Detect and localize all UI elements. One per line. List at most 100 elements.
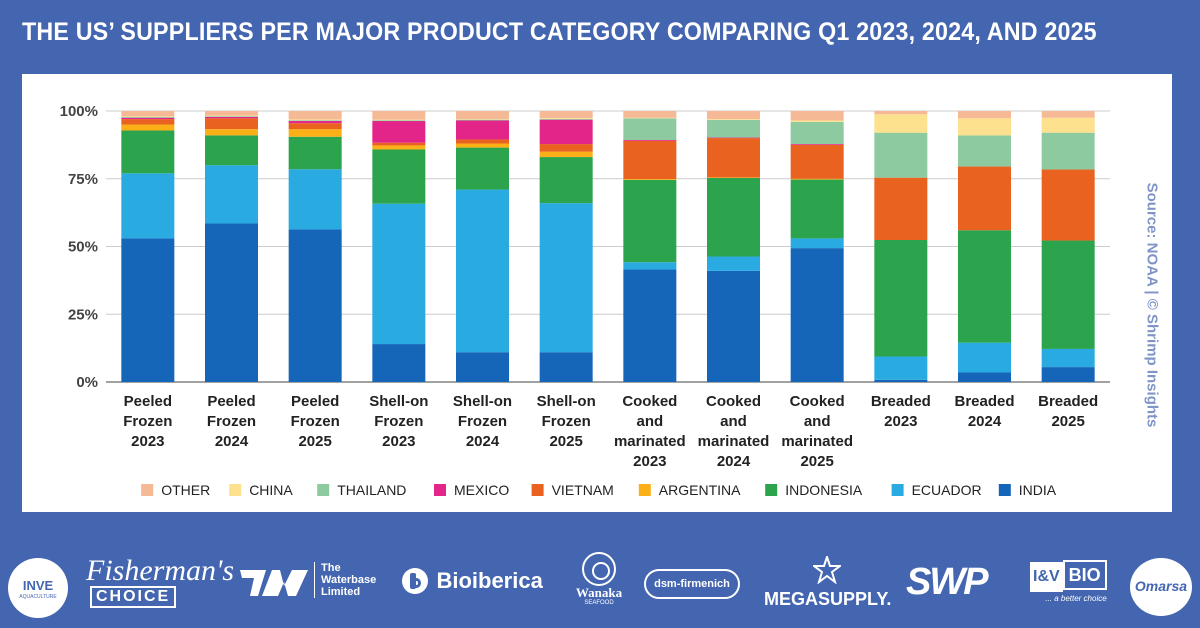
legend-swatch bbox=[998, 484, 1011, 496]
omarsa-text: Omarsa bbox=[1134, 578, 1188, 594]
waterbase-mark-icon bbox=[240, 570, 308, 596]
fishermans-script-text: Fisherman's bbox=[86, 554, 235, 587]
bar-segment bbox=[790, 144, 844, 179]
bar-segment bbox=[121, 116, 175, 118]
bioiberica-mark-icon bbox=[402, 568, 428, 594]
x-tick-label: Frozen bbox=[207, 413, 256, 430]
x-tick-label: marinated bbox=[698, 433, 770, 450]
bar-segment bbox=[874, 111, 928, 115]
x-tick-label: Shell-on bbox=[453, 393, 512, 410]
y-tick-label: 0% bbox=[76, 374, 98, 391]
bar-segment bbox=[288, 129, 342, 137]
bar-segment bbox=[456, 143, 509, 148]
x-tick-label: marinated bbox=[781, 433, 853, 450]
bar-segment bbox=[874, 379, 928, 382]
bar-segment bbox=[790, 248, 844, 382]
bar-segment bbox=[790, 121, 844, 145]
bar-segment bbox=[623, 111, 677, 118]
y-tick-label: 25% bbox=[68, 306, 98, 323]
sponsored-label: SPONSORED BY bbox=[34, 518, 177, 537]
bar-segment bbox=[539, 118, 593, 119]
x-tick-label: Frozen bbox=[458, 413, 507, 430]
bar-segment bbox=[707, 177, 760, 257]
bar-segment bbox=[623, 140, 677, 180]
bar-segment bbox=[623, 139, 677, 141]
x-tick-label: and bbox=[804, 413, 831, 430]
chart-panel: 0% 25% 50% 75% 100% Peeled Frozen 2023 Peeled Fro… bbox=[22, 74, 1172, 512]
x-tick-label: 2024 bbox=[466, 433, 500, 450]
x-tick-label: Peeled bbox=[124, 393, 172, 410]
bar-segment bbox=[372, 111, 426, 120]
bar-segment bbox=[121, 117, 175, 120]
legend-label: OTHER bbox=[161, 482, 210, 498]
bar-segment bbox=[707, 119, 760, 138]
waterbase-text: The Waterbase Limited bbox=[314, 562, 376, 598]
bar-segment bbox=[958, 111, 1011, 119]
bar-segment bbox=[958, 372, 1011, 382]
bar-segment bbox=[707, 138, 760, 178]
megasupply-text: MEGASUPPLY. bbox=[764, 589, 892, 609]
bar-segment bbox=[707, 137, 760, 139]
x-tick-label: 2024 bbox=[717, 453, 751, 470]
source-note: Source: NOAA | © Shrimp Insights bbox=[1143, 182, 1161, 428]
bar-segment bbox=[121, 119, 175, 125]
bar-segment bbox=[790, 144, 844, 145]
legend-label: ECUADOR bbox=[912, 482, 982, 498]
ivbio-tagline: ... a better choice bbox=[1045, 594, 1107, 603]
bar-segment bbox=[623, 117, 677, 119]
waterbase-line1: The bbox=[321, 562, 341, 574]
bar-segment bbox=[121, 130, 175, 174]
bar-segment bbox=[790, 120, 844, 122]
inve-logo-text: INVE bbox=[22, 578, 54, 593]
ivbio-iv-text: I&V bbox=[1030, 562, 1063, 592]
ivbio-logo: I&V BIO ... a better choice bbox=[1030, 560, 1107, 603]
bar-segment bbox=[958, 166, 1011, 231]
x-tick-label: Shell-on bbox=[537, 393, 596, 410]
x-tick-label: Frozen bbox=[542, 413, 591, 430]
bar-segment bbox=[372, 145, 426, 150]
ivbio-bio-text: BIO bbox=[1062, 560, 1107, 590]
x-tick-label: Frozen bbox=[374, 413, 423, 430]
bar-segment bbox=[874, 177, 928, 240]
legend-label: INDONESIA bbox=[785, 482, 863, 498]
x-tick-label: Cooked bbox=[622, 393, 677, 410]
x-tick-label: 2023 bbox=[884, 413, 917, 430]
bar-segment bbox=[372, 149, 426, 204]
waterbase-logo: The Waterbase Limited bbox=[238, 562, 376, 605]
bar-segment bbox=[372, 121, 426, 143]
x-tick-label: Breaded bbox=[871, 393, 931, 410]
legend-swatch bbox=[141, 484, 154, 496]
bar-segment bbox=[372, 142, 426, 146]
inve-logo: INVE AQUACULTURE bbox=[8, 558, 68, 618]
waterbase-line3: Limited bbox=[321, 586, 361, 598]
bar-segment bbox=[372, 119, 426, 121]
y-tick-label: 50% bbox=[68, 239, 98, 256]
x-tick-label: Frozen bbox=[291, 413, 340, 430]
x-tick-label: Frozen bbox=[123, 413, 172, 430]
x-tick-label: Breaded bbox=[954, 393, 1014, 410]
bar-segment bbox=[790, 238, 844, 249]
bar-segment bbox=[205, 223, 258, 382]
wanaka-text: Wanaka bbox=[575, 585, 623, 600]
bar-segment bbox=[1041, 132, 1095, 170]
chart-title: THE US’ SUPPLIERS PER MAJOR PRODUCT CATE… bbox=[22, 18, 1097, 46]
bar-segment bbox=[623, 179, 677, 263]
legend-label: CHINA bbox=[249, 482, 293, 498]
swp-text: SWP bbox=[906, 561, 989, 603]
x-tick-label: 2025 bbox=[549, 433, 582, 450]
x-tick-label: 2025 bbox=[298, 433, 331, 450]
bar-segment bbox=[707, 177, 760, 178]
x-tick-label: 2023 bbox=[382, 433, 415, 450]
bar-segment bbox=[288, 123, 342, 130]
bar-segment bbox=[456, 139, 509, 144]
bar-segment bbox=[288, 120, 342, 122]
bar-segment bbox=[539, 118, 593, 120]
x-tick-label: and bbox=[636, 413, 663, 430]
bioiberica-text: Bioiberica bbox=[436, 568, 543, 593]
x-tick-label: Peeled bbox=[207, 393, 255, 410]
bar-segment bbox=[958, 230, 1011, 343]
x-tick-label: Peeled bbox=[291, 393, 339, 410]
bar-segment bbox=[205, 129, 258, 136]
bar-segment bbox=[1041, 367, 1095, 382]
x-tick-label: and bbox=[720, 413, 747, 430]
